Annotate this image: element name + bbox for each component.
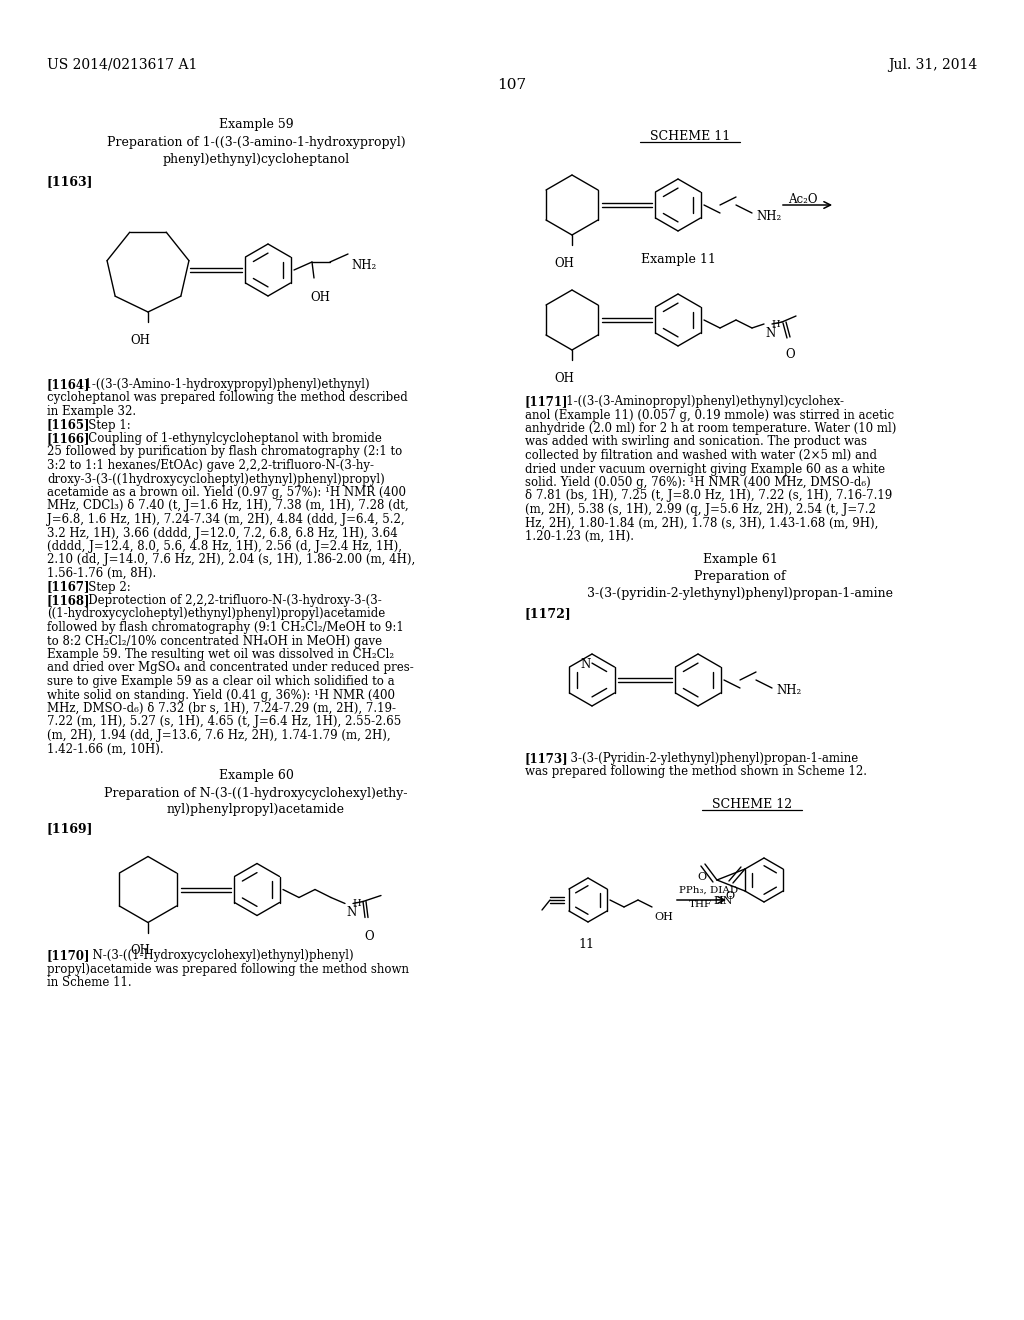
- Text: 3:2 to 1:1 hexanes/EtOAc) gave 2,2,2-trifluoro-N-(3-hy-: 3:2 to 1:1 hexanes/EtOAc) gave 2,2,2-tri…: [47, 459, 374, 473]
- Text: Preparation of: Preparation of: [694, 570, 785, 583]
- Text: Jul. 31, 2014: Jul. 31, 2014: [888, 58, 977, 73]
- Text: 107: 107: [498, 78, 526, 92]
- Text: Step 1:: Step 1:: [77, 418, 131, 432]
- Text: 2.10 (dd, J=14.0, 7.6 Hz, 2H), 2.04 (s, 1H), 1.86-2.00 (m, 4H),: 2.10 (dd, J=14.0, 7.6 Hz, 2H), 2.04 (s, …: [47, 553, 416, 566]
- Text: [1172]: [1172]: [525, 607, 571, 620]
- Text: OH: OH: [554, 372, 573, 385]
- Text: Hz, 2H), 1.80-1.84 (m, 2H), 1.78 (s, 3H), 1.43-1.68 (m, 9H),: Hz, 2H), 1.80-1.84 (m, 2H), 1.78 (s, 3H)…: [525, 516, 879, 529]
- Text: NH₂: NH₂: [756, 210, 781, 223]
- Text: Example 59: Example 59: [219, 117, 293, 131]
- Text: NH₂: NH₂: [776, 684, 801, 697]
- Text: OH: OH: [654, 912, 673, 921]
- Text: O: O: [697, 873, 707, 882]
- Text: OH: OH: [310, 290, 330, 304]
- Text: in Scheme 11.: in Scheme 11.: [47, 977, 132, 990]
- Text: HN: HN: [713, 896, 732, 906]
- Text: PPh₃, DIAD: PPh₃, DIAD: [679, 886, 738, 895]
- Text: 1-((3-(3-Aminopropyl)phenyl)ethynyl)cyclohex-: 1-((3-(3-Aminopropyl)phenyl)ethynyl)cycl…: [555, 395, 845, 408]
- Text: δ 7.81 (bs, 1H), 7.25 (t, J=8.0 Hz, 1H), 7.22 (s, 1H), 7.16-7.19: δ 7.81 (bs, 1H), 7.25 (t, J=8.0 Hz, 1H),…: [525, 490, 892, 503]
- Text: O: O: [785, 348, 795, 360]
- Text: NH₂: NH₂: [351, 259, 376, 272]
- Text: (m, 2H), 5.38 (s, 1H), 2.99 (q, J=5.6 Hz, 2H), 2.54 (t, J=7.2: (m, 2H), 5.38 (s, 1H), 2.99 (q, J=5.6 Hz…: [525, 503, 876, 516]
- Text: 1.56-1.76 (m, 8H).: 1.56-1.76 (m, 8H).: [47, 568, 157, 579]
- Text: Preparation of N-(3-((1-hydroxycyclohexyl)ethy-: Preparation of N-(3-((1-hydroxycyclohexy…: [104, 787, 408, 800]
- Text: O: O: [725, 891, 734, 902]
- Text: 3.2 Hz, 1H), 3.66 (dddd, J=12.0, 7.2, 6.8, 6.8 Hz, 1H), 3.64: 3.2 Hz, 1H), 3.66 (dddd, J=12.0, 7.2, 6.…: [47, 527, 397, 540]
- Text: (m, 2H), 1.94 (dd, J=13.6, 7.6 Hz, 2H), 1.74-1.79 (m, 2H),: (m, 2H), 1.94 (dd, J=13.6, 7.6 Hz, 2H), …: [47, 729, 390, 742]
- Text: O: O: [364, 929, 374, 942]
- Text: anol (Example 11) (0.057 g, 0.19 mmole) was stirred in acetic: anol (Example 11) (0.057 g, 0.19 mmole) …: [525, 408, 894, 421]
- Text: followed by flash chromatography (9:1 CH₂Cl₂/MeOH to 9:1: followed by flash chromatography (9:1 CH…: [47, 620, 403, 634]
- Text: [1167]: [1167]: [47, 581, 90, 594]
- Text: collected by filtration and washed with water (2×5 ml) and: collected by filtration and washed with …: [525, 449, 877, 462]
- Text: 11: 11: [578, 939, 594, 950]
- Text: (dddd, J=12.4, 8.0, 5.6, 4.8 Hz, 1H), 2.56 (d, J=2.4 Hz, 1H),: (dddd, J=12.4, 8.0, 5.6, 4.8 Hz, 1H), 2.…: [47, 540, 402, 553]
- Text: ((1-hydroxycycloheptyl)ethynyl)phenyl)propyl)acetamide: ((1-hydroxycycloheptyl)ethynyl)phenyl)pr…: [47, 607, 385, 620]
- Text: was prepared following the method shown in Scheme 12.: was prepared following the method shown …: [525, 766, 867, 779]
- Text: US 2014/0213617 A1: US 2014/0213617 A1: [47, 58, 198, 73]
- Text: Coupling of 1-ethynylcycloheptanol with bromide: Coupling of 1-ethynylcycloheptanol with …: [77, 432, 382, 445]
- Text: [1169]: [1169]: [47, 822, 93, 836]
- Text: dried under vacuum overnight giving Example 60 as a white: dried under vacuum overnight giving Exam…: [525, 462, 885, 475]
- Text: Example 59. The resulting wet oil was dissolved in CH₂Cl₂: Example 59. The resulting wet oil was di…: [47, 648, 394, 661]
- Text: [1165]: [1165]: [47, 418, 90, 432]
- Text: J=6.8, 1.6 Hz, 1H), 7.24-7.34 (m, 2H), 4.84 (ddd, J=6.4, 5.2,: J=6.8, 1.6 Hz, 1H), 7.24-7.34 (m, 2H), 4…: [47, 513, 404, 525]
- Text: SCHEME 12: SCHEME 12: [712, 799, 792, 810]
- Text: OH: OH: [130, 945, 150, 957]
- Text: MHz, DMSO-d₆) δ 7.32 (br s, 1H), 7.24-7.29 (m, 2H), 7.19-: MHz, DMSO-d₆) δ 7.32 (br s, 1H), 7.24-7.…: [47, 702, 396, 715]
- Text: [1163]: [1163]: [47, 176, 93, 187]
- Text: Example 11: Example 11: [641, 253, 716, 267]
- Text: phenyl)ethynyl)cycloheptanol: phenyl)ethynyl)cycloheptanol: [163, 153, 349, 166]
- Text: [1173]: [1173]: [525, 752, 568, 766]
- Text: Preparation of 1-((3-(3-amino-1-hydroxypropyl): Preparation of 1-((3-(3-amino-1-hydroxyp…: [106, 136, 406, 149]
- Text: anhydride (2.0 ml) for 2 h at room temperature. Water (10 ml): anhydride (2.0 ml) for 2 h at room tempe…: [525, 422, 896, 436]
- Text: and dried over MgSO₄ and concentrated under reduced pres-: and dried over MgSO₄ and concentrated un…: [47, 661, 414, 675]
- Text: in Example 32.: in Example 32.: [47, 405, 136, 418]
- Text: N: N: [580, 657, 590, 671]
- Text: Example 61: Example 61: [702, 553, 777, 566]
- Text: N: N: [765, 327, 775, 341]
- Text: [1170]: [1170]: [47, 949, 90, 962]
- Text: propyl)acetamide was prepared following the method shown: propyl)acetamide was prepared following …: [47, 964, 409, 975]
- Text: H: H: [352, 899, 360, 908]
- Text: [1168]: [1168]: [47, 594, 90, 607]
- Text: N-(3-((1-Hydroxycyclohexyl)ethynyl)phenyl): N-(3-((1-Hydroxycyclohexyl)ethynyl)pheny…: [85, 949, 353, 962]
- Text: 3-(3-(Pyridin-2-ylethynyl)phenyl)propan-1-amine: 3-(3-(Pyridin-2-ylethynyl)phenyl)propan-…: [563, 752, 858, 766]
- Text: [1171]: [1171]: [525, 395, 568, 408]
- Text: [1164]: [1164]: [47, 378, 90, 391]
- Text: sure to give Example 59 as a clear oil which solidified to a: sure to give Example 59 as a clear oil w…: [47, 675, 394, 688]
- Text: OH: OH: [554, 257, 573, 271]
- Text: 3-(3-(pyridin-2-ylethynyl)phenyl)propan-1-amine: 3-(3-(pyridin-2-ylethynyl)phenyl)propan-…: [587, 587, 893, 601]
- Text: H: H: [771, 319, 779, 329]
- Text: 7.22 (m, 1H), 5.27 (s, 1H), 4.65 (t, J=6.4 Hz, 1H), 2.55-2.65: 7.22 (m, 1H), 5.27 (s, 1H), 4.65 (t, J=6…: [47, 715, 401, 729]
- Text: MHz, CDCl₃) δ 7.40 (t, J=1.6 Hz, 1H), 7.38 (m, 1H), 7.28 (dt,: MHz, CDCl₃) δ 7.40 (t, J=1.6 Hz, 1H), 7.…: [47, 499, 409, 512]
- Text: 1.42-1.66 (m, 10H).: 1.42-1.66 (m, 10H).: [47, 742, 164, 755]
- Text: 25 followed by purification by flash chromatography (2:1 to: 25 followed by purification by flash chr…: [47, 446, 402, 458]
- Text: Deprotection of 2,2,2-trifluoro-N-(3-hydroxy-3-(3-: Deprotection of 2,2,2-trifluoro-N-(3-hyd…: [77, 594, 382, 607]
- Text: acetamide as a brown oil. Yield (0.97 g, 57%): ¹H NMR (400: acetamide as a brown oil. Yield (0.97 g,…: [47, 486, 406, 499]
- Text: Example 60: Example 60: [218, 770, 294, 783]
- Text: OH: OH: [130, 334, 150, 347]
- Text: cycloheptanol was prepared following the method described: cycloheptanol was prepared following the…: [47, 392, 408, 404]
- Text: [1166]: [1166]: [47, 432, 90, 445]
- Text: N: N: [346, 907, 356, 920]
- Text: 1-((3-(3-Amino-1-hydroxypropyl)phenyl)ethynyl): 1-((3-(3-Amino-1-hydroxypropyl)phenyl)et…: [77, 378, 370, 391]
- Text: droxy-3-(3-((1hydroxycycloheptyl)ethynyl)phenyl)propyl): droxy-3-(3-((1hydroxycycloheptyl)ethynyl…: [47, 473, 385, 486]
- Text: was added with swirling and sonication. The product was: was added with swirling and sonication. …: [525, 436, 867, 449]
- Text: nyl)phenylpropyl)acetamide: nyl)phenylpropyl)acetamide: [167, 804, 345, 817]
- Text: SCHEME 11: SCHEME 11: [650, 129, 730, 143]
- Text: 1.20-1.23 (m, 1H).: 1.20-1.23 (m, 1H).: [525, 531, 634, 543]
- Text: THF: THF: [689, 900, 712, 909]
- Text: Ac₂O: Ac₂O: [788, 193, 817, 206]
- Text: to 8:2 CH₂Cl₂/10% concentrated NH₄OH in MeOH) gave: to 8:2 CH₂Cl₂/10% concentrated NH₄OH in …: [47, 635, 382, 648]
- Text: solid. Yield (0.050 g, 76%): ¹H NMR (400 MHz, DMSO-d₆): solid. Yield (0.050 g, 76%): ¹H NMR (400…: [525, 477, 870, 488]
- Text: white solid on standing. Yield (0.41 g, 36%): ¹H NMR (400: white solid on standing. Yield (0.41 g, …: [47, 689, 395, 701]
- Text: Step 2:: Step 2:: [77, 581, 131, 594]
